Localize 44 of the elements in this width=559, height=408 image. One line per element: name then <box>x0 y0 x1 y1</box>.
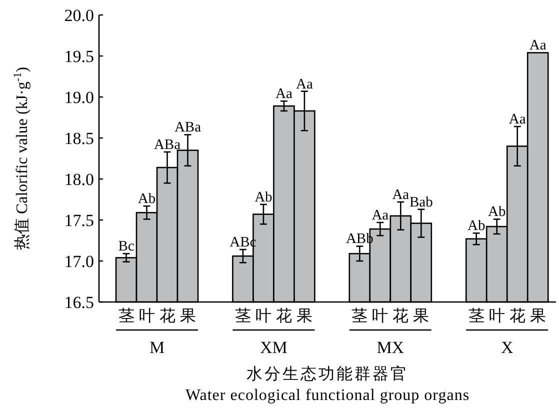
y-tick-label: 17.5 <box>64 211 94 230</box>
y-tick-label: 18.5 <box>64 129 94 148</box>
y-tick-label: 19.0 <box>64 88 94 107</box>
data-label: Bab <box>409 194 433 210</box>
text: XM <box>260 338 288 357</box>
x-tick-label: 茎 <box>468 307 484 325</box>
x-tick-label: 果 <box>296 308 312 325</box>
y-tick-label: 18.0 <box>64 170 94 189</box>
x-tick-label: 果 <box>530 308 546 325</box>
data-label: Aa <box>529 38 547 54</box>
y-tick-label: 16.5 <box>64 293 94 312</box>
x-tick-label: 花 <box>392 307 409 325</box>
x-tick-label: 茎 <box>118 307 134 325</box>
text: Water ecological functional group organs <box>185 387 470 404</box>
data-label: Ab <box>254 189 272 206</box>
x-tick-label: 茎 <box>234 307 251 325</box>
data-label: Bc <box>118 238 134 255</box>
x-tick-label: 花 <box>276 307 292 325</box>
data-label: Ab <box>138 191 156 208</box>
text: X <box>500 338 514 357</box>
data-label: Aa <box>392 186 410 203</box>
x-axis-title: 水分生态功能群器官 <box>246 365 408 383</box>
text: M <box>149 338 165 357</box>
data-label: Ab <box>467 218 486 234</box>
x-tick-label: 果 <box>413 308 430 325</box>
data-label: Aa <box>372 207 390 224</box>
x-tick-label: 果 <box>180 308 196 325</box>
x-tick-label: 叶 <box>488 307 505 325</box>
y-tick-label: 17.0 <box>64 252 94 271</box>
x-tick-label: 叶 <box>138 307 155 325</box>
y-tick-label: 19.5 <box>64 47 94 66</box>
data-label: Ab <box>488 204 506 220</box>
x-tick-label: 花 <box>159 307 176 325</box>
data-label: Aa <box>275 86 293 102</box>
data-label: ABa <box>174 120 202 136</box>
data-label: Aa <box>296 76 314 92</box>
data-label: Aa <box>508 112 526 128</box>
text: MX <box>376 338 404 357</box>
x-tick-label: 叶 <box>372 307 388 325</box>
y-tick-label: 20.0 <box>64 6 94 25</box>
data-label: ABa <box>154 136 182 153</box>
x-tick-label: 花 <box>509 307 526 325</box>
x-tick-label: 叶 <box>255 307 272 325</box>
x-tick-label: 茎 <box>352 307 368 325</box>
